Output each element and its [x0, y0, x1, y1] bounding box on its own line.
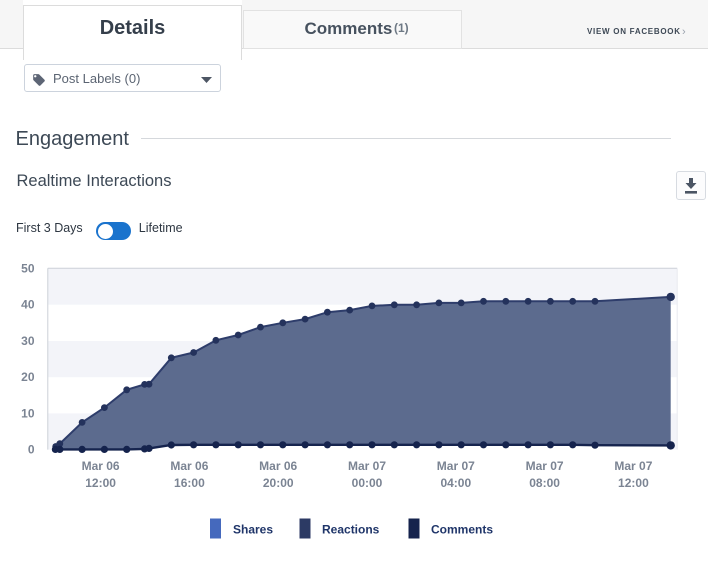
svg-text:Mar 07: Mar 07	[348, 459, 386, 473]
svg-text:16:00: 16:00	[174, 476, 205, 490]
svg-text:04:00: 04:00	[440, 476, 471, 490]
svg-text:Mar 06: Mar 06	[170, 459, 208, 473]
svg-text:12:00: 12:00	[85, 476, 116, 490]
svg-text:Reactions: Reactions	[322, 523, 380, 537]
svg-text:Shares: Shares	[233, 523, 273, 537]
svg-text:Mar 07: Mar 07	[437, 459, 475, 473]
svg-text:10: 10	[21, 406, 35, 420]
svg-text:40: 40	[21, 298, 35, 312]
svg-text:12:00: 12:00	[618, 476, 649, 490]
svg-text:30: 30	[21, 334, 35, 348]
svg-text:0: 0	[28, 443, 35, 457]
svg-text:20:00: 20:00	[263, 476, 294, 490]
svg-text:Mar 06: Mar 06	[82, 459, 120, 473]
svg-text:Comments: Comments	[431, 523, 493, 537]
svg-text:Mar 06: Mar 06	[259, 459, 297, 473]
svg-text:Mar 07: Mar 07	[614, 459, 652, 473]
svg-text:20: 20	[21, 370, 35, 384]
svg-text:Mar 07: Mar 07	[526, 459, 564, 473]
svg-text:08:00: 08:00	[529, 476, 560, 490]
svg-text:50: 50	[21, 262, 35, 276]
svg-text:00:00: 00:00	[352, 476, 383, 490]
